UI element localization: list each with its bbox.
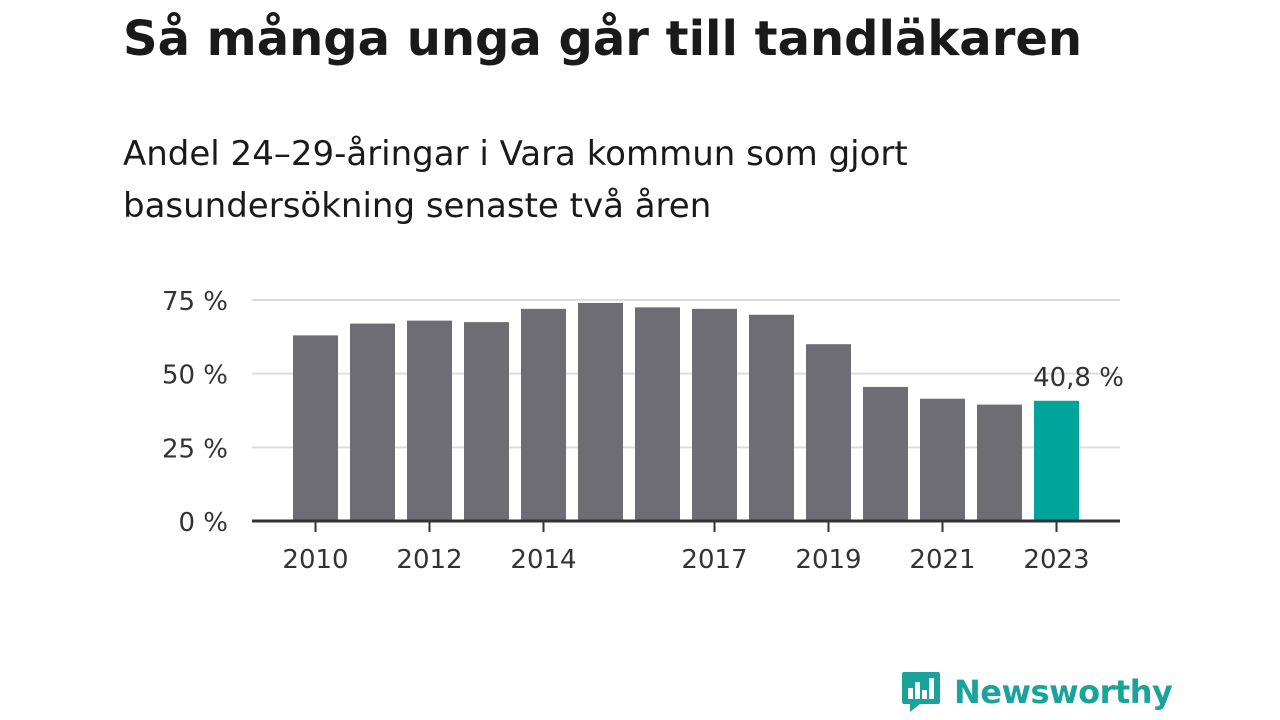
x-tick-label: 2017 bbox=[681, 545, 747, 575]
chart-title: Så många unga går till tandläkaren bbox=[123, 11, 1083, 67]
x-tick-label: 2019 bbox=[795, 545, 861, 575]
bar bbox=[920, 398, 965, 521]
x-tick-label: 2021 bbox=[909, 545, 975, 575]
brand-logo: Newsworthy bbox=[900, 670, 1173, 714]
y-tick-label: 50 % bbox=[162, 361, 228, 391]
bar bbox=[977, 404, 1022, 521]
y-tick-label: 75 % bbox=[162, 287, 228, 317]
bar-value-label: 40,8 % bbox=[1033, 363, 1124, 393]
y-tick-label: 0 % bbox=[178, 508, 228, 538]
bar bbox=[464, 322, 509, 521]
labels: 0 % 25 % 50 % 75 % 2010 2012 2014 2017 2019 2021 2… bbox=[162, 287, 1124, 575]
bar bbox=[407, 320, 452, 521]
bar bbox=[521, 308, 566, 521]
x-tick-label: 2010 bbox=[282, 545, 348, 575]
bar-chart: 0 % 25 % 50 % 75 % 2010 2012 2014 2017 2019 2021 2… bbox=[162, 287, 1124, 575]
y-tick-label: 25 % bbox=[162, 434, 228, 464]
x-tick-label: 2012 bbox=[396, 545, 462, 575]
bar bbox=[350, 323, 395, 521]
gridlines bbox=[252, 299, 1120, 449]
bars bbox=[293, 302, 1079, 521]
x-tick-label: 2014 bbox=[510, 545, 576, 575]
brand-name: Newsworthy bbox=[954, 673, 1173, 711]
bar bbox=[863, 386, 908, 521]
x-tick-label: 2023 bbox=[1023, 545, 1089, 575]
axes bbox=[252, 519, 1120, 532]
bar bbox=[578, 302, 623, 521]
chart-subtitle: Andel 24–29-åringar i Vara kommun som gj… bbox=[123, 134, 908, 226]
bar bbox=[293, 335, 338, 521]
newsworthy-logo-icon bbox=[902, 672, 940, 712]
bar bbox=[806, 344, 851, 521]
bar bbox=[692, 308, 737, 521]
bar bbox=[635, 307, 680, 521]
bar bbox=[749, 314, 794, 521]
bar-highlight bbox=[1034, 400, 1079, 521]
